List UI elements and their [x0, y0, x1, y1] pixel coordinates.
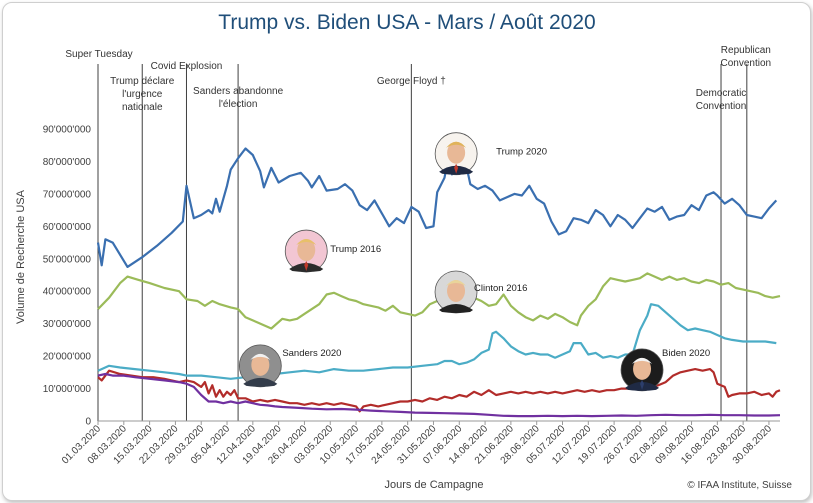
portrait-face — [447, 279, 466, 302]
series-line-trump-2020 — [96, 147, 778, 268]
chart-title: Trump vs. Biden USA - Mars / Août 2020 — [218, 11, 595, 34]
series-line-sanders-2020 — [97, 368, 781, 413]
y-tick-label: 50'000'000 — [43, 254, 92, 265]
series-label: Clinton 2016 — [474, 283, 527, 294]
event-label: Sanders abandonne — [193, 86, 284, 97]
portrait-hair — [250, 353, 271, 360]
series-label: Trump 2020 — [496, 147, 547, 158]
series-line-biden-2020 — [97, 372, 781, 418]
y-tick-label: 20'000'000 — [43, 352, 92, 363]
trump-2016-portrait-icon — [284, 229, 328, 273]
biden-2020-portrait-icon — [620, 348, 664, 392]
portrait-suit — [439, 303, 474, 313]
event-label: Convention — [721, 58, 772, 69]
y-tick-label: 10'000'000 — [43, 384, 92, 395]
event-label: Republican — [721, 45, 771, 56]
portrait-hair — [446, 279, 467, 286]
y-tick-label: 80'000'000 — [43, 157, 92, 168]
event-label: Trump déclare — [110, 76, 175, 87]
portrait-tie — [454, 163, 459, 174]
series-labels: Trump 2020 Trump 2016 Clinton 2016 Sanders … — [238, 132, 710, 392]
clinton-2016-portrait-icon — [434, 270, 478, 314]
series-label: Trump 2016 — [330, 244, 381, 255]
y-tick-label: 90'000'000 — [43, 125, 92, 136]
series-line-clinton-2016 — [97, 303, 777, 380]
portrait-hair — [446, 141, 467, 148]
portrait-face — [297, 239, 316, 262]
x-axis-label: Jours de Campagne — [384, 479, 483, 491]
event-label: George Floyd † — [377, 76, 446, 87]
credit-text: © IFAA Institute, Suisse — [687, 480, 792, 491]
y-tick-label: 0 — [85, 417, 91, 428]
portrait-hair — [296, 239, 317, 246]
portrait-face — [633, 357, 652, 380]
event-label: l'urgence — [122, 89, 163, 100]
y-tick-label: 40'000'000 — [43, 287, 92, 298]
portrait-tie — [304, 261, 309, 272]
y-tick-label: 70'000'000 — [43, 189, 92, 200]
portrait-hair — [632, 357, 653, 364]
event-label: Convention — [696, 101, 747, 112]
portrait-face — [447, 141, 466, 164]
series-label: Sanders 2020 — [282, 348, 341, 359]
y-tick-label: 30'000'000 — [43, 319, 92, 330]
event-label: Democratic — [696, 88, 747, 99]
portrait-tie — [640, 379, 645, 390]
event-label: nationale — [122, 102, 163, 113]
trump-2020-portrait-icon — [434, 132, 478, 176]
event-label: Super Tuesday — [65, 49, 132, 60]
sanders-2020-portrait-icon — [238, 344, 282, 388]
portrait-suit — [243, 377, 278, 387]
y-axis-label: Volume de Recherche USA — [15, 189, 27, 324]
event-label: Covid Explosion — [151, 61, 223, 72]
y-tick-label: 60'000'000 — [43, 222, 92, 233]
portrait-face — [251, 353, 270, 376]
event-markers: Super Tuesday Trump déclare l'urgence natio… — [65, 45, 771, 421]
event-label: l'élection — [219, 99, 258, 110]
series-label: Biden 2020 — [662, 348, 710, 359]
